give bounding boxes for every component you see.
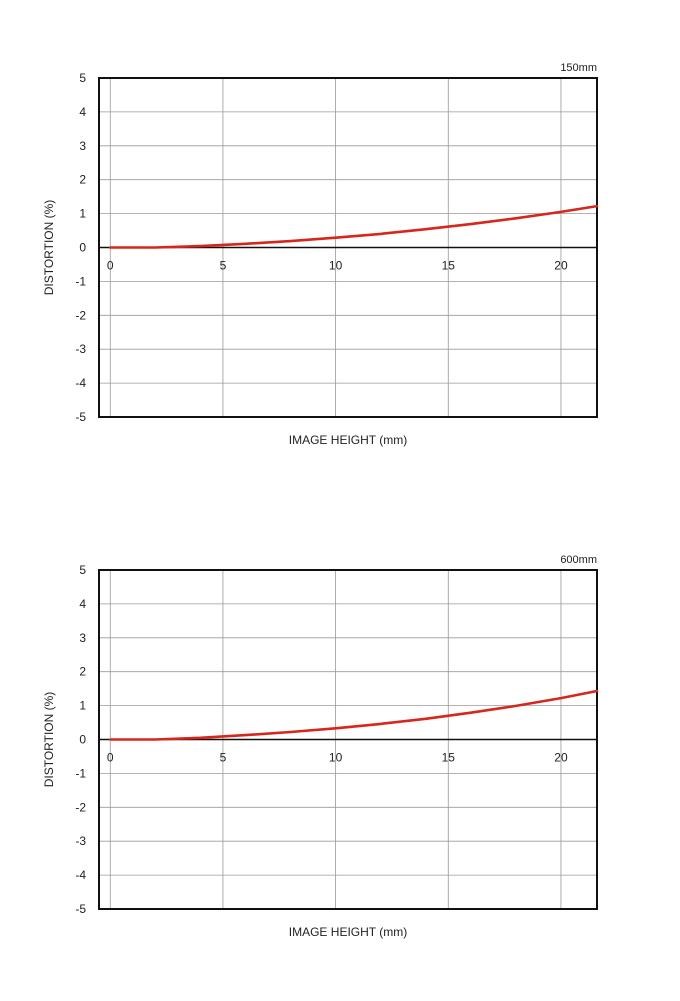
- y-tick-label: -5: [75, 410, 86, 424]
- y-tick-label: 1: [79, 699, 86, 713]
- x-tick-label: 5: [220, 751, 227, 765]
- x-tick-label: 20: [554, 259, 568, 273]
- y-tick-label: -2: [75, 308, 86, 322]
- x-tick-label: 10: [329, 751, 343, 765]
- y-tick-label: 2: [79, 173, 86, 187]
- distortion-chart-600mm: 5 4 3 2 1 0 -1 -2 -3 -4 -5 0 5 10 15 20 600mm IMAGE HEIGH…: [0, 492, 680, 939]
- y-tick-label: 3: [79, 631, 86, 645]
- y-tick-label: 3: [79, 139, 86, 153]
- y-tick-label: -4: [75, 868, 86, 882]
- focal-length-label: 600mm: [560, 554, 597, 566]
- x-tick-label: 15: [442, 751, 456, 765]
- y-tick-label: 0: [79, 241, 86, 255]
- y-tick-label: -4: [75, 376, 86, 390]
- y-axis-label: DISTORTION (%): [42, 692, 56, 788]
- y-tick-label: 5: [79, 563, 86, 577]
- distortion-chart-150mm: 5 4 3 2 1 0 -1 -2 -3 -4 -5 0 5 10 15 20 150mm IMAGE HEIGH…: [0, 0, 680, 447]
- x-axis-label: IMAGE HEIGHT (mm): [289, 433, 407, 447]
- distortion-curve: [109, 204, 599, 249]
- x-tick-label: 15: [442, 259, 456, 273]
- y-axis-label: DISTORTION (%): [42, 200, 56, 296]
- x-tick-label: 20: [554, 751, 568, 765]
- distortion-curve: [109, 689, 599, 741]
- x-axis-label: IMAGE HEIGHT (mm): [289, 925, 407, 939]
- y-tick-label: 5: [79, 71, 86, 85]
- y-tick-label: -5: [75, 902, 86, 916]
- y-tick-label: 4: [79, 105, 86, 119]
- y-tick-label: 2: [79, 665, 86, 679]
- y-tick-label: 1: [79, 207, 86, 221]
- y-tick-label: -3: [75, 834, 86, 848]
- x-tick-label: 0: [107, 751, 114, 765]
- y-tick-label: -1: [75, 766, 86, 780]
- y-tick-label: -3: [75, 342, 86, 356]
- x-tick-label: 10: [329, 259, 343, 273]
- y-tick-label: -2: [75, 800, 86, 814]
- y-tick-label: 4: [79, 597, 86, 611]
- x-tick-label: 5: [220, 259, 227, 273]
- y-tick-label: 0: [79, 733, 86, 747]
- plot-frame: [98, 569, 598, 910]
- plot-frame: [98, 77, 598, 418]
- y-tick-label: -1: [75, 274, 86, 288]
- focal-length-label: 150mm: [560, 62, 597, 74]
- x-tick-label: 0: [107, 259, 114, 273]
